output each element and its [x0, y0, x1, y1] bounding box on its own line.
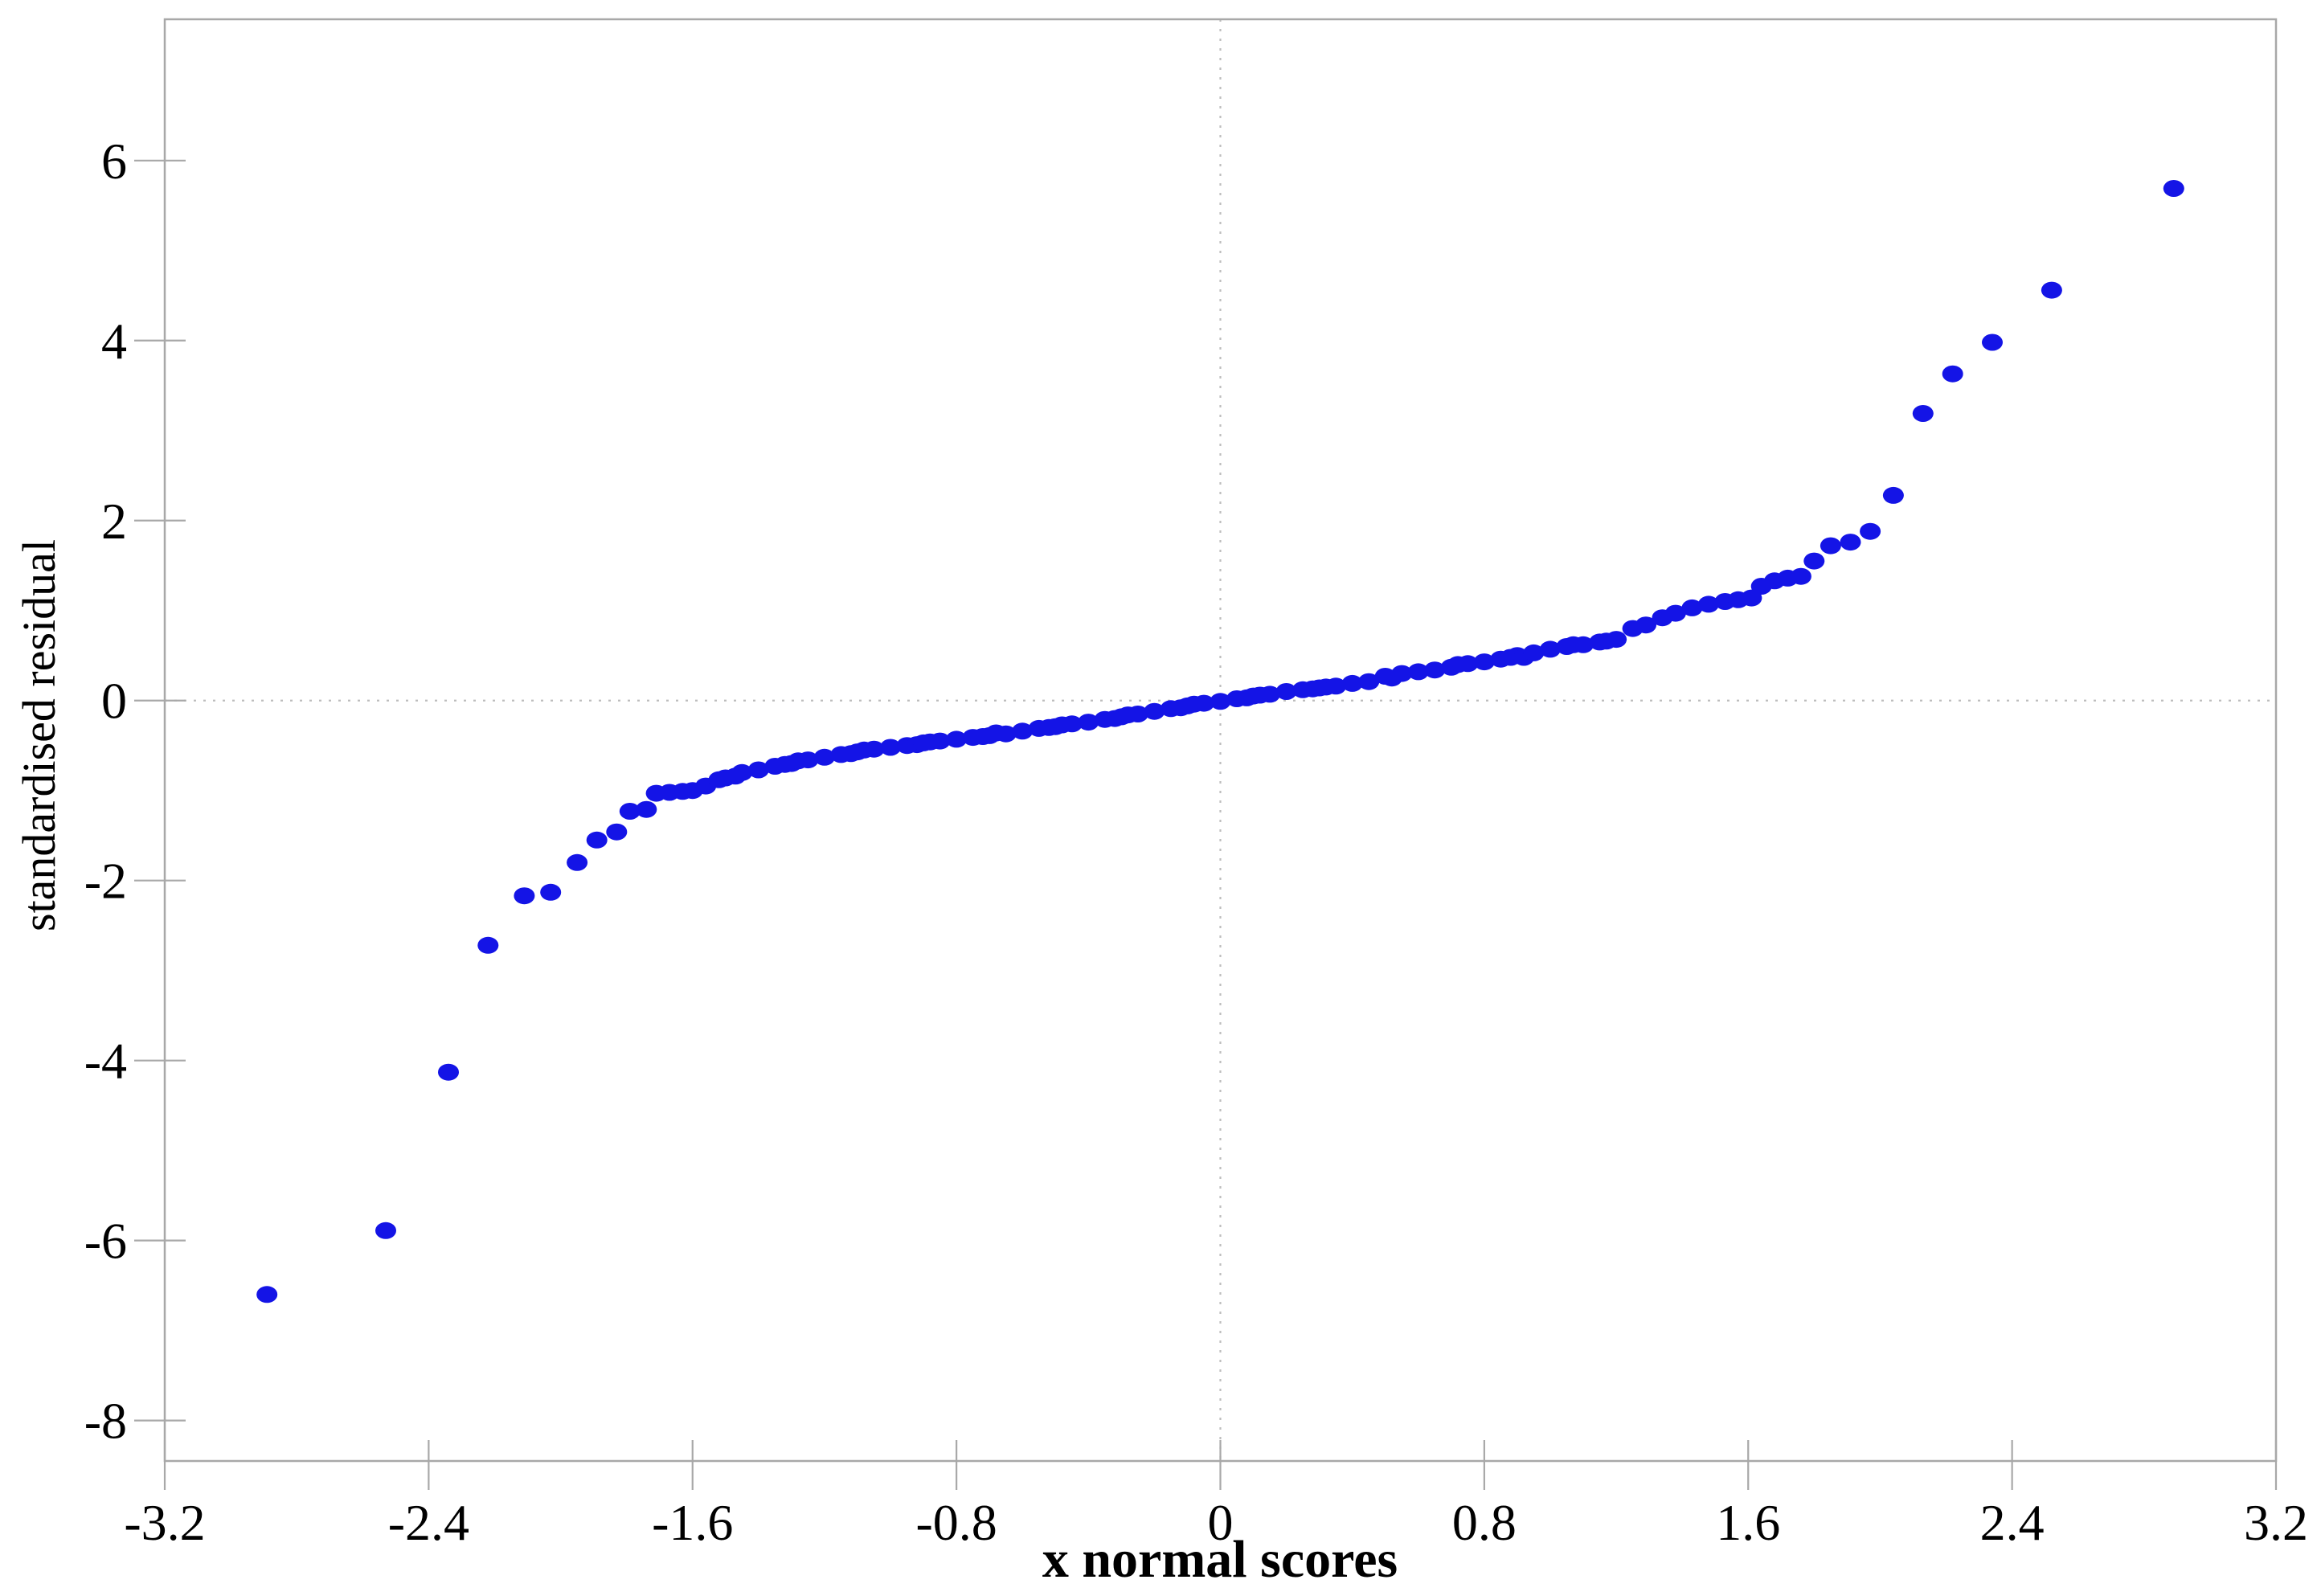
x-axis-tick-labels: -3.2 -2.4 -1.6 -0.8 0 0.8 1.6 2.4 3.2 [124, 1494, 2308, 1551]
data-point [1912, 405, 1934, 422]
data-point [1473, 653, 1495, 671]
data-point [1681, 599, 1703, 616]
data-point [1790, 567, 1811, 585]
data-point [1523, 644, 1545, 661]
y-tick-label: -2 [84, 853, 127, 910]
data-point [1061, 715, 1083, 733]
x-tick-label: 0 [1208, 1494, 1234, 1551]
data-point [1840, 534, 1861, 551]
data-point [567, 853, 588, 871]
data-point [619, 803, 641, 820]
data-point [1882, 486, 1904, 504]
data-point [1698, 595, 1719, 613]
y-tick-label: 6 [101, 133, 127, 190]
data-point [1982, 334, 2003, 351]
data-point [1606, 631, 1627, 649]
data-point [2041, 281, 2062, 299]
data-point [1012, 722, 1034, 740]
x-tick-label: 0.8 [1452, 1494, 1517, 1551]
x-axis-ticks [163, 1440, 2278, 1490]
data-point [1457, 655, 1479, 673]
data-point [946, 730, 968, 748]
x-tick-label: 2.4 [1980, 1494, 2045, 1551]
data-point [540, 883, 562, 901]
data-point [747, 761, 769, 779]
data-point [1803, 552, 1825, 570]
x-tick-label: -1.6 [652, 1494, 733, 1551]
y-axis-tick-labels: -8 -6 -4 -2 0 2 4 6 [84, 133, 127, 1450]
data-point [514, 887, 535, 905]
y-tick-label: -6 [84, 1213, 127, 1270]
data-point [1942, 365, 1963, 383]
data-point [995, 725, 1017, 743]
data-point [929, 732, 951, 750]
data-point [2163, 180, 2184, 197]
data-point [256, 1286, 278, 1303]
x-tick-label: 3.2 [2244, 1494, 2308, 1551]
data-point [1573, 636, 1594, 653]
data-point [1275, 683, 1297, 700]
scatter-points-layer [256, 180, 2184, 1303]
zero-gridlines [165, 19, 2276, 1461]
data-point [477, 936, 499, 954]
data-point [1391, 665, 1413, 682]
data-point [1860, 522, 1881, 540]
data-point [1078, 714, 1099, 731]
data-point [1635, 616, 1656, 634]
x-tick-label: -3.2 [124, 1494, 205, 1551]
data-point [813, 748, 835, 766]
data-point [636, 800, 657, 818]
data-point [1259, 685, 1281, 703]
data-point [586, 831, 608, 849]
x-axis-title: x normal scores [1042, 1530, 1398, 1589]
y-tick-label: 2 [101, 493, 127, 550]
data-point [606, 823, 628, 841]
y-axis-ticks [134, 159, 186, 1422]
data-point [880, 739, 901, 756]
data-point [1664, 604, 1686, 622]
data-point [731, 763, 753, 781]
data-point [1325, 677, 1347, 695]
x-tick-label: -0.8 [915, 1494, 997, 1551]
data-point [1540, 640, 1561, 658]
y-tick-label: -8 [84, 1393, 127, 1450]
y-tick-label: 0 [101, 673, 127, 730]
data-point [1144, 702, 1165, 720]
data-point [1193, 694, 1214, 712]
data-point [863, 740, 885, 758]
y-tick-label: 4 [101, 313, 127, 370]
data-point [797, 751, 819, 769]
data-point [1407, 663, 1429, 681]
data-point [1820, 537, 1841, 555]
data-point [1210, 693, 1231, 710]
data-point [1424, 661, 1446, 679]
data-point [438, 1063, 459, 1081]
data-point [1127, 706, 1148, 722]
data-point [375, 1222, 396, 1239]
y-axis-title: standardised residual [13, 539, 65, 931]
y-tick-label: -4 [84, 1033, 127, 1090]
x-tick-label: 1.6 [1716, 1494, 1780, 1551]
data-point [1341, 674, 1363, 692]
data-point [1358, 673, 1380, 690]
x-tick-label: -2.4 [388, 1494, 469, 1551]
